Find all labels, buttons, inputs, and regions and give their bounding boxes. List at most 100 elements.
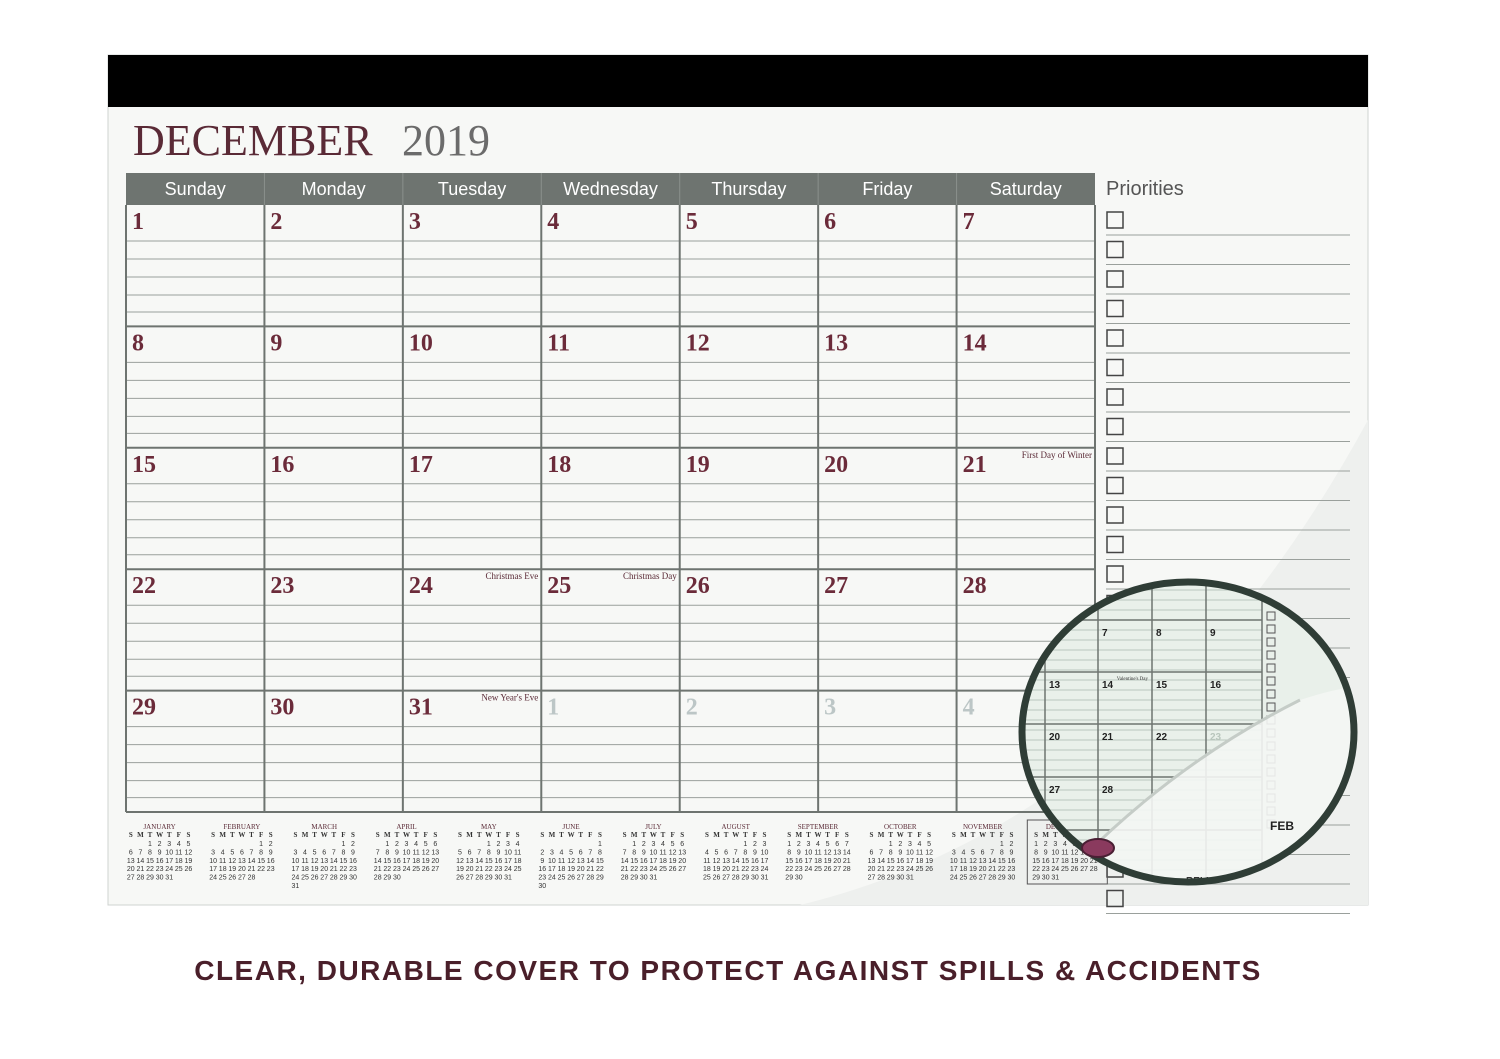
inset-day: 13 — [1049, 680, 1061, 691]
mini-day: 30 — [156, 875, 164, 882]
mini-weekday: M — [878, 831, 885, 839]
mini-weekday: T — [249, 831, 254, 839]
mini-day: 10 — [209, 858, 217, 865]
day-number: 26 — [686, 573, 710, 599]
mini-day: 27 — [722, 875, 730, 882]
mini-day: 27 — [1080, 866, 1088, 873]
mini-day: 13 — [833, 849, 841, 856]
mini-day: 30 — [795, 875, 803, 882]
mini-day: 28 — [586, 875, 594, 882]
mini-day: 16 — [896, 858, 904, 865]
mini-weekday: M — [1042, 831, 1049, 839]
mini-day: 23 — [1008, 866, 1016, 873]
mini-day: 22 — [596, 866, 604, 873]
mini-day: 8 — [259, 849, 263, 856]
mini-day: 6 — [579, 849, 583, 856]
mini-day: 5 — [569, 849, 573, 856]
mini-day: 24 — [761, 866, 769, 873]
mini-day: 9 — [898, 849, 902, 856]
mini-weekday: M — [384, 831, 391, 839]
mini-day: 16 — [267, 858, 275, 865]
mini-day: 16 — [751, 858, 759, 865]
mini-day: 14 — [988, 858, 996, 865]
mini-weekday: F — [917, 831, 921, 839]
mini-day: 17 — [209, 866, 217, 873]
mini-day: 10 — [906, 849, 914, 856]
mini-weekday: M — [795, 831, 802, 839]
mini-weekday: F — [753, 831, 757, 839]
mini-day: 19 — [228, 866, 236, 873]
mini-day: 20 — [722, 866, 730, 873]
mini-day: 22 — [741, 866, 749, 873]
mini-day: 16 — [349, 858, 357, 865]
mini-weekday: W — [650, 831, 657, 839]
mini-day: 3 — [806, 841, 810, 848]
inset-event: Valentine's Day — [1117, 677, 1149, 682]
mini-day: 23 — [349, 866, 357, 873]
mini-weekday: T — [331, 831, 336, 839]
mini-day: 22 — [887, 866, 895, 873]
mini-weekday: T — [312, 831, 317, 839]
mini-day: 13 — [238, 858, 246, 865]
mini-day: 3 — [167, 841, 171, 848]
day-number: 11 — [547, 330, 570, 356]
mini-weekday: M — [713, 831, 720, 839]
mini-day: 17 — [292, 866, 300, 873]
mini-day: 14 — [248, 858, 256, 865]
mini-day: 11 — [219, 858, 226, 865]
mini-day: 8 — [743, 849, 747, 856]
mini-day: 20 — [577, 866, 585, 873]
weekday-label: Tuesday — [438, 179, 506, 199]
mini-weekday: F — [1000, 831, 1004, 839]
mini-day: 15 — [340, 858, 348, 865]
mini-day: 22 — [485, 866, 493, 873]
mini-day: 27 — [431, 866, 439, 873]
mini-weekday: S — [1034, 831, 1038, 839]
mini-day: 14 — [732, 858, 740, 865]
mini-day: 17 — [403, 858, 411, 865]
mini-day: 12 — [228, 858, 236, 865]
mini-day: 12 — [1071, 849, 1079, 856]
mini-weekday: T — [230, 831, 235, 839]
mini-day: 26 — [713, 875, 721, 882]
mini-day: 9 — [269, 849, 273, 856]
mini-weekday: S — [516, 831, 520, 839]
mini-day: 5 — [313, 849, 317, 856]
mini-day: 3 — [1053, 841, 1057, 848]
mini-weekday: S — [186, 831, 190, 839]
day-number: 25 — [547, 573, 571, 599]
mini-day: 7 — [588, 849, 592, 856]
mini-day: 15 — [383, 858, 391, 865]
checkbox — [1106, 358, 1124, 377]
mini-day: 25 — [175, 866, 183, 873]
mini-weekday: T — [724, 831, 729, 839]
mini-day: 4 — [705, 849, 709, 856]
mini-day: 15 — [1032, 858, 1040, 865]
mini-day: 11 — [1061, 849, 1068, 856]
mini-weekday: T — [825, 831, 830, 839]
mini-weekday: T — [559, 831, 564, 839]
inset-day: 27 — [1049, 785, 1061, 796]
mini-day: 8 — [487, 849, 491, 856]
mini-day: 19 — [1071, 858, 1079, 865]
day-number: 30 — [270, 695, 294, 721]
mini-weekday: T — [971, 831, 976, 839]
mini-day: 22 — [785, 866, 793, 873]
mini-day: 10 — [1051, 849, 1059, 856]
mini-weekday: F — [259, 831, 263, 839]
weekday-label: Sunday — [165, 179, 226, 199]
mini-day: 17 — [761, 858, 769, 865]
mini-day: 19 — [422, 858, 430, 865]
mini-day: 22 — [257, 866, 265, 873]
mini-weekday: W — [979, 831, 986, 839]
mini-month-name: MAY — [481, 823, 497, 831]
mini-weekday: S — [376, 831, 380, 839]
mini-weekday: M — [960, 831, 967, 839]
mini-weekday: W — [485, 831, 492, 839]
mini-day: 29 — [596, 875, 604, 882]
mini-day: 1 — [487, 841, 491, 848]
mini-day: 17 — [165, 858, 173, 865]
mini-day: 7 — [879, 849, 883, 856]
mini-day: 3 — [550, 849, 554, 856]
mini-day: 15 — [887, 858, 895, 865]
